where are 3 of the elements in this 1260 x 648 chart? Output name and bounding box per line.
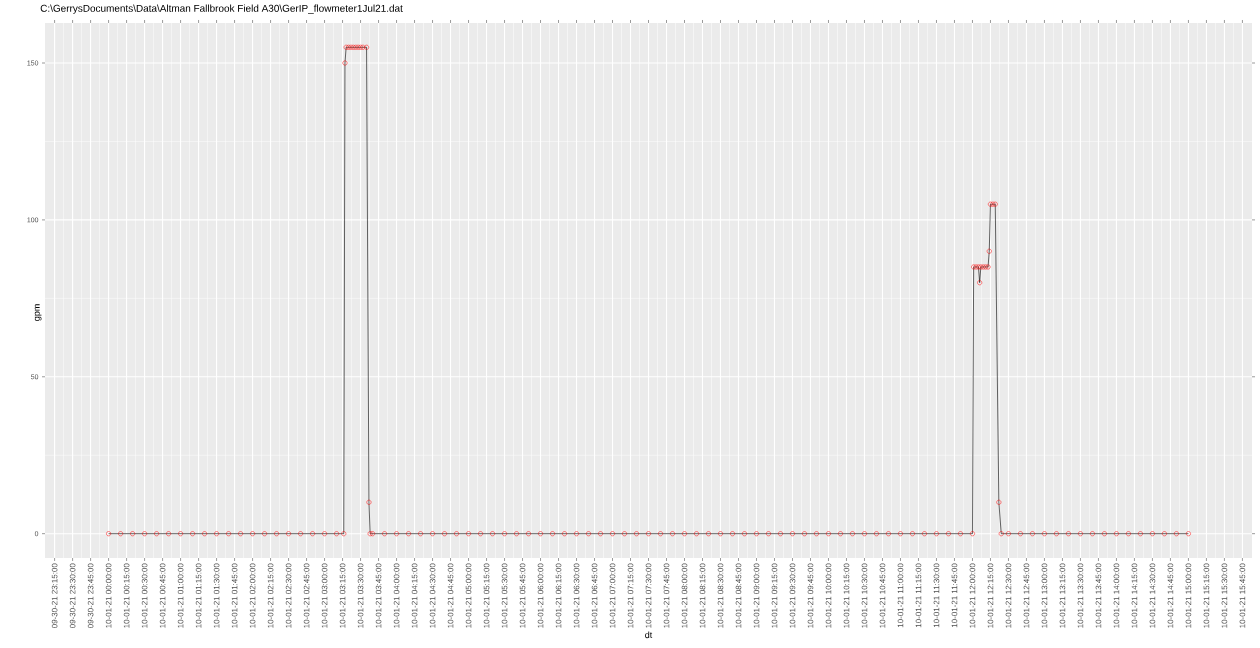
y-axis-title: gpm: [34, 304, 42, 321]
chart-title: C:\GerrysDocuments\Data\Altman Fallbrook Field A30\GerIP_flowmeter1Jul21.dat: [40, 4, 403, 14]
x-axis-title: dt: [645, 631, 653, 639]
